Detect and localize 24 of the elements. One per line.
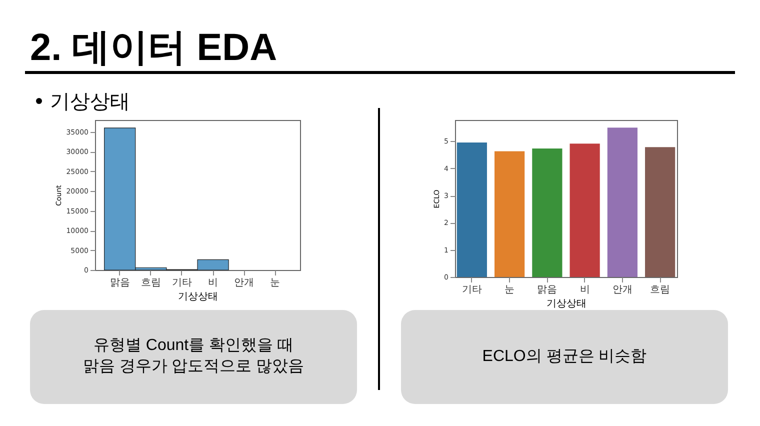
- x-tick-label: 눈: [270, 278, 280, 288]
- chart-subtitle: 기상상태: [50, 90, 130, 115]
- x-tick-label: 맑음: [110, 278, 130, 288]
- x-tick-label: 비: [580, 284, 590, 296]
- chart-title: 2. 데이터 EDA: [30, 26, 278, 71]
- x-tick-label: 맑음: [537, 284, 558, 296]
- x-tick-label: 흐림: [650, 284, 670, 296]
- bar: [532, 148, 562, 277]
- x-tick-label: 기타: [172, 278, 192, 288]
- bar: [607, 128, 638, 277]
- bar: [570, 144, 600, 277]
- x-tick-label: 안개: [612, 284, 632, 296]
- x-axis-title: 기상상태: [546, 298, 586, 310]
- text: ECLO의 평균은 비슷함: [401, 310, 728, 404]
- x-axis-title: 기상상태: [178, 292, 218, 302]
- x-tick-label: 기타: [462, 284, 482, 296]
- bar: [494, 151, 525, 277]
- text: 유형별 Count를 확인했을 때 맑음 경우가 압도적으로 많았음: [30, 310, 357, 404]
- x-tick-label: 눈: [504, 284, 515, 296]
- x-tick-label: 흐림: [140, 278, 161, 288]
- x-tick-label: 안개: [234, 278, 254, 288]
- bar: [645, 147, 676, 277]
- bar: [456, 142, 487, 277]
- x-tick-label: 비: [208, 278, 218, 288]
